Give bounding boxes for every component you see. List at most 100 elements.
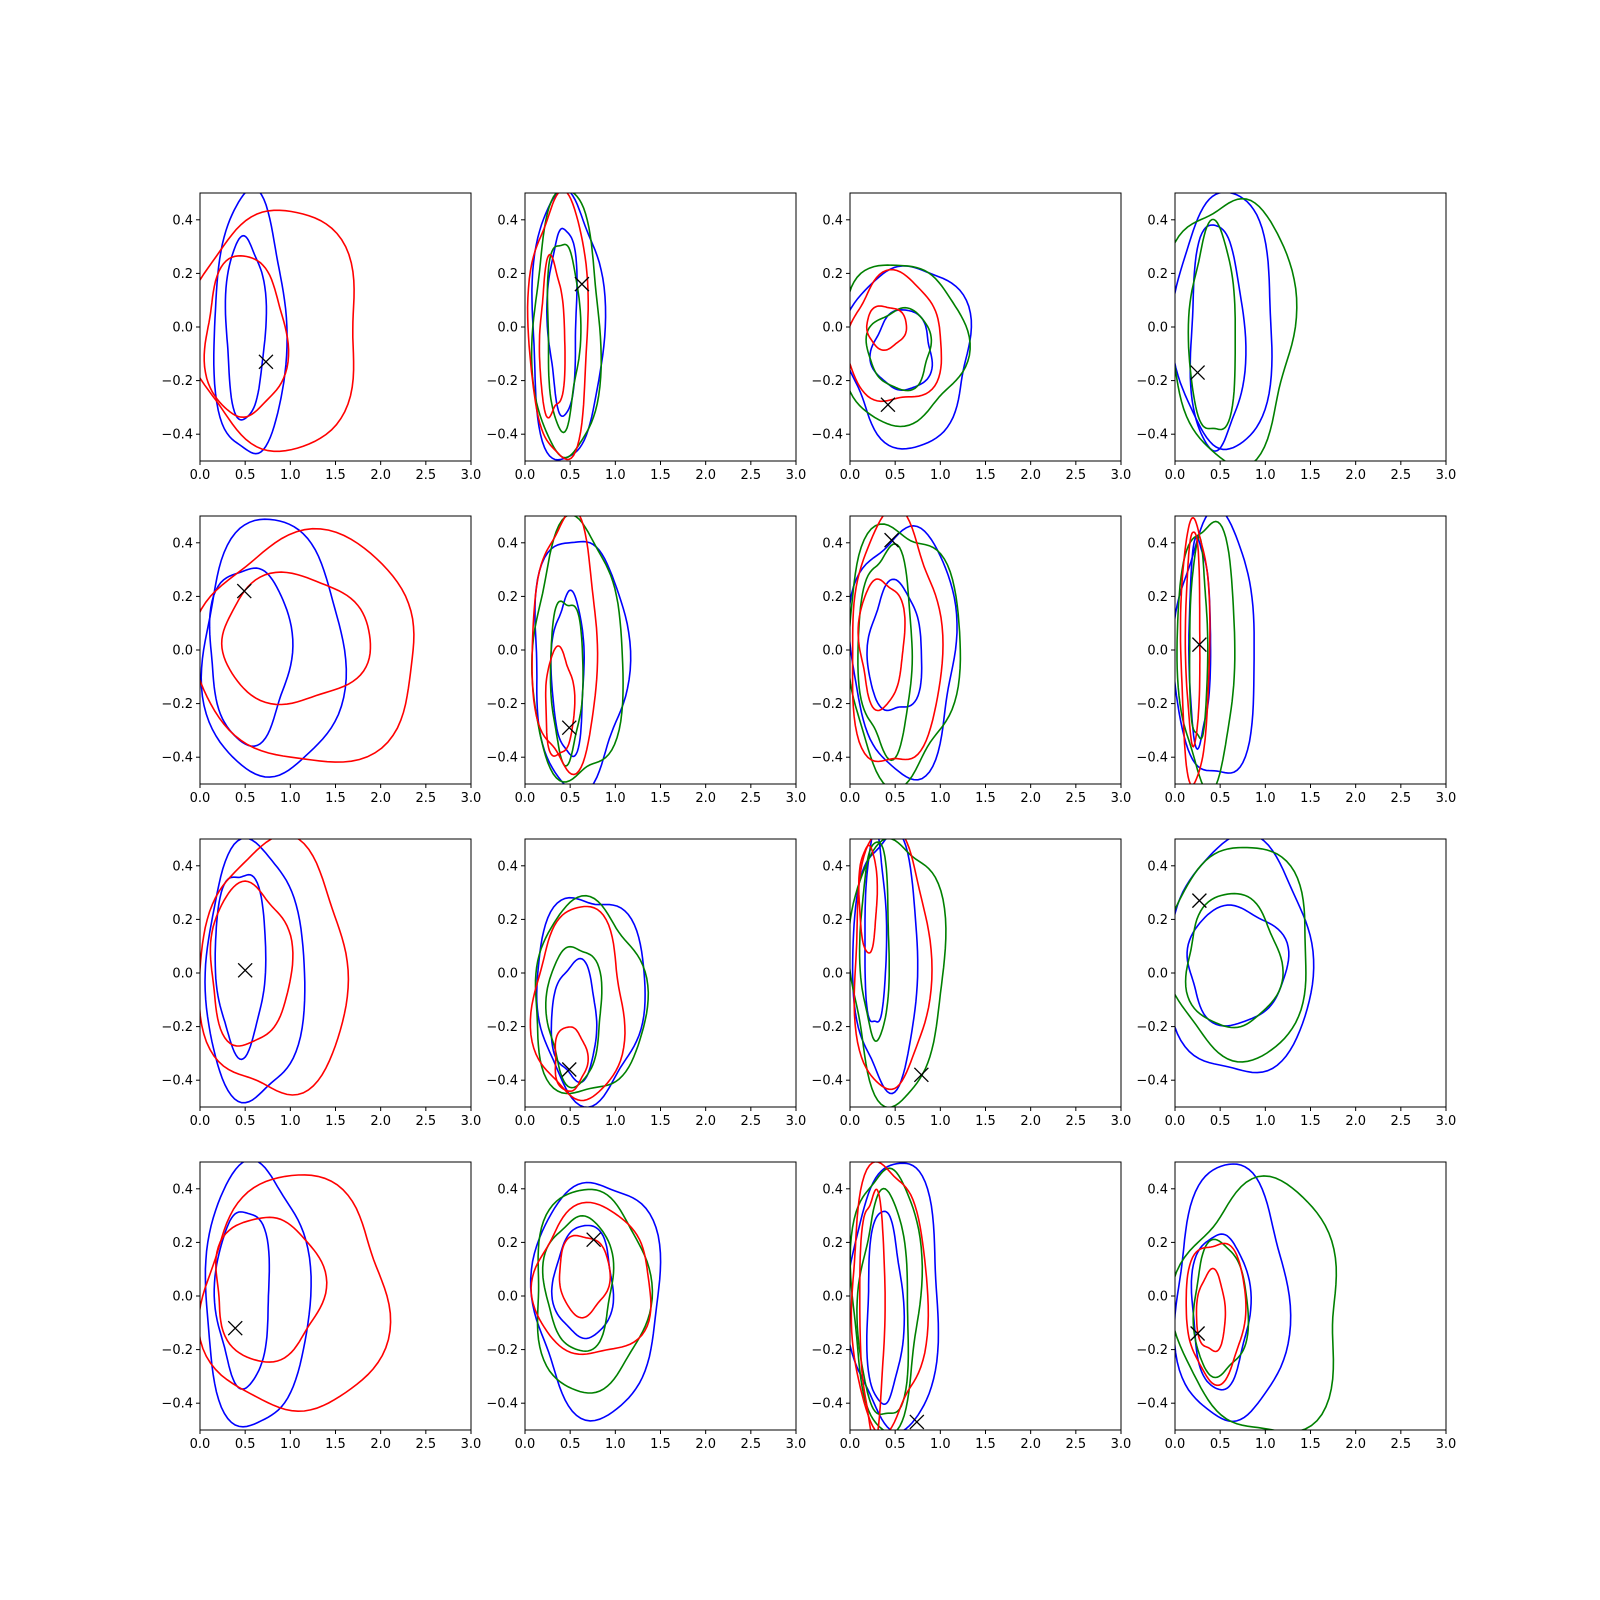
y-tick-label: 0.2	[172, 267, 193, 282]
x-tick-label: 1.0	[280, 1114, 301, 1129]
axes-frame	[524, 515, 797, 785]
contour-blue-2	[550, 1224, 615, 1340]
x-tick-label: 1.5	[1300, 1114, 1321, 1129]
y-tick-label: 0.4	[497, 536, 518, 551]
x-marker	[1190, 365, 1206, 381]
x-tick-label: 1.0	[930, 468, 951, 483]
y-tick-label: −0.2	[811, 1343, 843, 1358]
contour-green-3	[1175, 197, 1298, 461]
x-tick-label: 0.0	[840, 468, 861, 483]
y-tick-label: −0.4	[161, 1397, 193, 1412]
axes-frame	[849, 1161, 1122, 1431]
y-tick-label: 0.4	[172, 859, 193, 874]
y-tick-label: −0.2	[486, 1343, 518, 1358]
x-tick-label: 0.5	[1210, 1114, 1231, 1129]
contour-red-5	[850, 1162, 930, 1430]
contour-green-3	[530, 193, 602, 459]
subplot-8: 0.0 0.5 1.0 1.5 2.0 2.5 3.0 −0.4 −0.2 0.0 0.2 0.4	[1136, 515, 1456, 806]
contour-blue-2	[1186, 904, 1290, 1027]
y-tick-label: −0.2	[1136, 1343, 1168, 1358]
x-tick-label: 0.0	[190, 468, 211, 483]
contour-red-4	[220, 571, 372, 706]
contour-green-4	[857, 543, 914, 762]
y-tick-label: −0.2	[1136, 374, 1168, 389]
contour-green-4	[858, 841, 890, 1043]
x-tick-label: 3.0	[1111, 791, 1132, 806]
x-tick-label: 1.0	[1255, 1114, 1276, 1129]
subplot-11: 0.0 0.5 1.0 1.5 2.0 2.5 3.0 −0.4 −0.2 0.0 0.2 0.4	[811, 838, 1131, 1129]
y-tick-label: 0.0	[172, 967, 193, 982]
contour-red-5	[529, 905, 626, 1102]
y-tick-label: 0.2	[822, 913, 843, 928]
x-tick-label: 3.0	[1436, 1437, 1457, 1452]
contour-green-3	[1176, 520, 1236, 784]
x-tick-label: 0.0	[515, 1437, 536, 1452]
y-tick-label: −0.4	[486, 751, 518, 766]
contour-green-4	[1184, 892, 1284, 1029]
x-tick-label: 0.5	[235, 468, 256, 483]
x-tick-label: 2.5	[415, 468, 436, 483]
x-tick-label: 1.0	[280, 468, 301, 483]
y-tick-label: 0.0	[1147, 321, 1168, 336]
subplot-7: 0.0 0.5 1.0 1.5 2.0 2.5 3.0 −0.4 −0.2 0.0 0.2 0.4	[811, 515, 1132, 806]
x-tick-label: 0.0	[190, 791, 211, 806]
y-tick-label: 0.2	[497, 267, 518, 282]
x-marker	[1191, 893, 1207, 909]
x-tick-label: 2.5	[1065, 1437, 1086, 1452]
x-tick-label: 1.0	[1255, 1437, 1276, 1452]
y-tick-label: 0.4	[172, 213, 193, 228]
y-tick-label: −0.4	[161, 751, 193, 766]
y-tick-label: 0.2	[1147, 267, 1168, 282]
x-tick-label: 0.5	[1210, 791, 1231, 806]
x-marker	[574, 276, 590, 292]
subplot-16: 0.0 0.5 1.0 1.5 2.0 2.5 3.0 −0.4 −0.2 0.0 0.2 0.4	[1136, 1161, 1457, 1452]
x-tick-label: 3.0	[1436, 1114, 1457, 1129]
y-tick-label: 0.2	[822, 590, 843, 605]
x-tick-label: 3.0	[461, 468, 482, 483]
y-tick-label: 0.4	[172, 1182, 193, 1197]
contour-red-4	[214, 1216, 328, 1363]
x-tick-label: 1.5	[325, 791, 346, 806]
x-tick-label: 0.5	[885, 1437, 906, 1452]
contour-red-4	[203, 254, 290, 419]
contour-red-6	[1184, 531, 1201, 748]
y-tick-label: 0.4	[822, 213, 843, 228]
x-tick-label: 2.5	[1390, 1437, 1411, 1452]
subplot-13: 0.0 0.5 1.0 1.5 2.0 2.5 3.0 −0.4 −0.2 0.0 0.2 0.4	[161, 1161, 481, 1452]
contour-green-3	[850, 264, 971, 428]
x-tick-label: 0.5	[560, 791, 581, 806]
contour-blue-1	[850, 265, 973, 450]
subplot-3: 0.0 0.5 1.0 1.5 2.0 2.5 3.0 −0.4 −0.2 0.0 0.2 0.4	[811, 192, 1132, 483]
x-tick-label: 2.5	[740, 1437, 761, 1452]
contour-red-5	[531, 516, 599, 776]
x-tick-label: 2.5	[415, 1437, 436, 1452]
axes-frame	[1174, 192, 1447, 462]
contour-red-6	[1195, 1267, 1227, 1353]
y-tick-label: −0.4	[486, 1397, 518, 1412]
x-tick-label: 1.0	[605, 791, 626, 806]
axes-frame	[849, 192, 1122, 462]
x-tick-label: 0.0	[840, 1114, 861, 1129]
axes-frame	[1174, 1161, 1447, 1431]
y-tick-label: 0.0	[172, 321, 193, 336]
axes-frame	[524, 192, 797, 462]
x-tick-label: 2.0	[1020, 791, 1041, 806]
subplot-9: 0.0 0.5 1.0 1.5 2.0 2.5 3.0 −0.4 −0.2 0.0 0.2 0.4	[161, 838, 481, 1129]
contour-green-4	[865, 306, 933, 392]
contour-blue-2	[214, 873, 267, 1061]
contour-green-3	[850, 839, 947, 1107]
x-marker	[913, 1067, 929, 1083]
y-tick-label: −0.4	[811, 751, 843, 766]
x-tick-label: 0.5	[885, 468, 906, 483]
y-tick-label: −0.4	[1136, 751, 1168, 766]
y-tick-label: 0.0	[1147, 1290, 1168, 1305]
y-tick-label: 0.0	[1147, 967, 1168, 982]
subplot-5: 0.0 0.5 1.0 1.5 2.0 2.5 3.0 −0.4 −0.2 0.0 0.2 0.4	[161, 515, 481, 806]
x-tick-label: 3.0	[1111, 468, 1132, 483]
x-tick-label: 0.5	[560, 1437, 581, 1452]
contour-blue-1	[1175, 1163, 1292, 1423]
x-tick-label: 2.5	[1065, 1114, 1086, 1129]
y-tick-label: 0.4	[1147, 536, 1168, 551]
y-tick-label: 0.0	[497, 644, 518, 659]
x-tick-label: 2.0	[1345, 791, 1366, 806]
